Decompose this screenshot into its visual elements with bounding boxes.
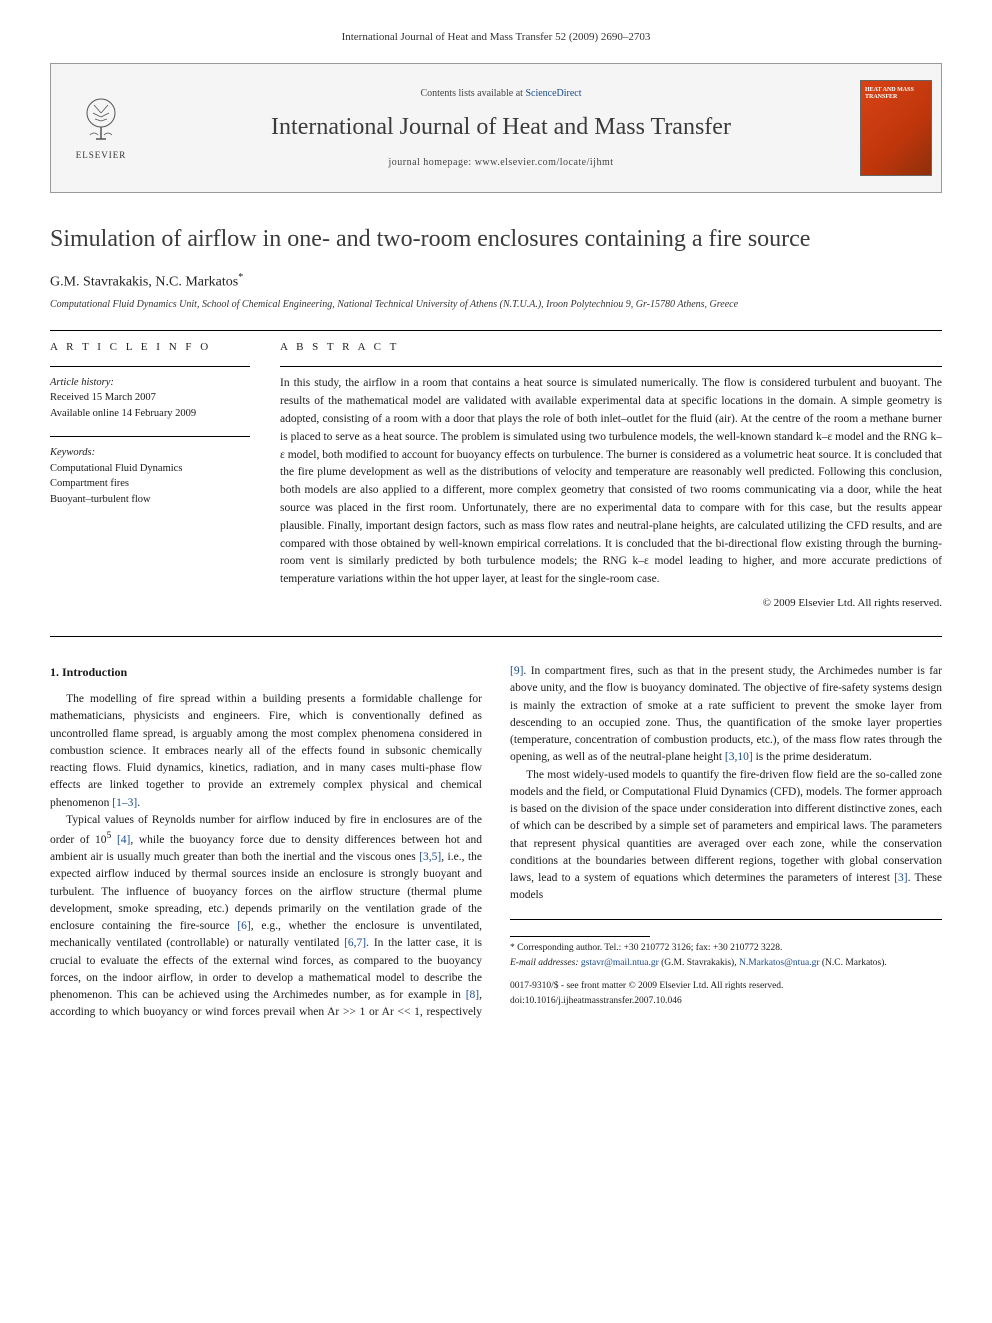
ref-link[interactable]: [6]	[237, 920, 250, 932]
article-title: Simulation of airflow in one- and two-ro…	[50, 223, 942, 257]
ref-link[interactable]: [9]	[510, 665, 523, 677]
article-info-head: A R T I C L E I N F O	[50, 339, 250, 356]
history-label: Article history:	[50, 375, 250, 391]
online-date: Available online 14 February 2009	[50, 406, 250, 422]
journal-banner: ELSEVIER Contents lists available at Sci…	[50, 63, 942, 193]
running-head: International Journal of Heat and Mass T…	[50, 30, 942, 45]
ref-link[interactable]: [3,10]	[725, 751, 753, 763]
corresponding-footnote: * Corresponding author. Tel.: +30 210772…	[510, 942, 942, 955]
body-text: The modelling of fire spread within a bu…	[50, 693, 482, 809]
email-link[interactable]: gstavr@mail.ntua.gr	[581, 958, 659, 968]
author-names: G.M. Stavrakakis, N.C. Markatos	[50, 275, 238, 290]
email-footnote: E-mail addresses: gstavr@mail.ntua.gr (G…	[510, 957, 942, 970]
email-link[interactable]: N.Markatos@ntua.gr	[739, 958, 820, 968]
body-paragraph: The most widely-used models to quantify …	[510, 767, 942, 905]
sciencedirect-link[interactable]: ScienceDirect	[525, 88, 581, 99]
ref-link[interactable]: [1–3]	[112, 797, 137, 809]
contents-available-line: Contents lists available at ScienceDirec…	[420, 87, 581, 101]
abstract-head: A B S T R A C T	[280, 339, 942, 356]
abstract-text: In this study, the airflow in a room tha…	[280, 375, 942, 589]
journal-homepage: journal homepage: www.elsevier.com/locat…	[388, 156, 613, 170]
publisher-logo-block: ELSEVIER	[51, 64, 151, 192]
homepage-url[interactable]: www.elsevier.com/locate/ijhmt	[475, 157, 614, 168]
publisher-label: ELSEVIER	[76, 149, 127, 162]
journal-cover-thumb: HEAT AND MASS TRANSFER	[860, 80, 932, 176]
keyword-item: Compartment fires	[50, 476, 250, 492]
corresponding-mark: *	[238, 272, 243, 283]
cover-thumb-block: HEAT AND MASS TRANSFER	[851, 64, 941, 192]
cover-title-text: HEAT AND MASS TRANSFER	[865, 87, 927, 100]
body-text: urally ventilated	[262, 937, 344, 949]
history-block: Article history: Received 15 March 2007 …	[50, 375, 250, 422]
article-info-col: A R T I C L E I N F O Article history: R…	[50, 339, 250, 612]
body-text: .	[137, 797, 140, 809]
journal-name: International Journal of Heat and Mass T…	[271, 111, 731, 145]
meta-abstract-row: A R T I C L E I N F O Article history: R…	[50, 339, 942, 612]
body-text: . In compartment fires, such as that in …	[510, 665, 942, 763]
abstract-col: A B S T R A C T In this study, the airfl…	[280, 339, 942, 612]
abstract-copyright: © 2009 Elsevier Ltd. All rights reserved…	[280, 595, 942, 612]
banner-center: Contents lists available at ScienceDirec…	[151, 64, 851, 192]
body-text: The most widely-used models to quantify …	[510, 769, 942, 885]
contents-prefix: Contents lists available at	[420, 88, 525, 99]
doi-line: doi:10.1016/j.ijheatmasstransfer.2007.10…	[510, 995, 942, 1008]
email-who: (N.C. Markatos).	[822, 958, 887, 968]
meta-rule-2	[50, 436, 250, 437]
ref-link[interactable]: [4]	[117, 834, 130, 846]
footnote-block: * Corresponding author. Tel.: +30 210772…	[510, 919, 942, 1009]
section-title: Introduction	[62, 665, 127, 679]
affiliation: Computational Fluid Dynamics Unit, Schoo…	[50, 298, 942, 312]
email-who: (G.M. Stavrakakis),	[661, 958, 736, 968]
ref-link[interactable]: [3,5]	[419, 851, 441, 863]
email-label: E-mail addresses:	[510, 958, 579, 968]
keyword-item: Computational Fluid Dynamics	[50, 461, 250, 477]
ref-link[interactable]: [6,7]	[344, 937, 366, 949]
keywords-block: Keywords: Computational Fluid Dynamics C…	[50, 445, 250, 508]
keywords-label: Keywords:	[50, 445, 250, 461]
received-date: Received 15 March 2007	[50, 390, 250, 406]
issn-line: 0017-9310/$ - see front matter © 2009 El…	[510, 980, 942, 993]
keyword-item: Buoyant–turbulent flow	[50, 492, 250, 508]
homepage-prefix: journal homepage:	[388, 157, 474, 168]
elsevier-tree-icon	[76, 95, 126, 145]
ref-link[interactable]: [3]	[894, 872, 907, 884]
divider-rule	[50, 330, 942, 331]
body-paragraph: The modelling of fire spread within a bu…	[50, 691, 482, 812]
meta-rule-1	[50, 366, 250, 367]
authors-line: G.M. Stavrakakis, N.C. Markatos*	[50, 271, 942, 292]
section-number: 1.	[50, 665, 59, 679]
body-text: is the prime desideratum.	[753, 751, 872, 763]
ref-link[interactable]: [8]	[466, 989, 479, 1001]
section-heading: 1. Introduction	[50, 663, 482, 681]
body-two-column: 1. Introduction The modelling of fire sp…	[50, 663, 942, 1022]
abstract-rule	[280, 366, 942, 367]
body-rule	[50, 636, 942, 637]
footnote-rule	[510, 936, 650, 937]
